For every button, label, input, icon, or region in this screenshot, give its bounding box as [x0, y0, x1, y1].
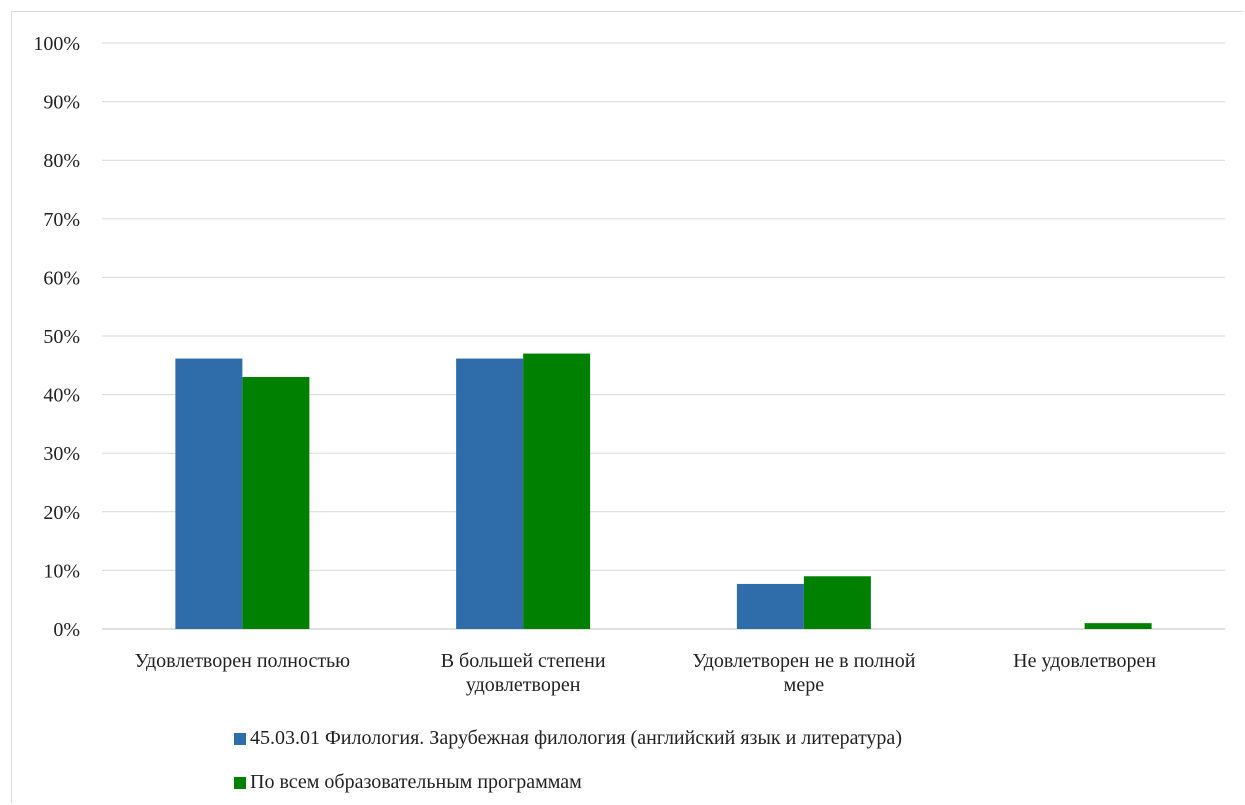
legend-label-series-2: По всем образовательным программам — [250, 771, 582, 793]
y-axis: 0% 10% 20% 30% 40% 50% 60% 70% 80% 90% 100% — [33, 33, 80, 641]
x-axis: Удовлетворен полностью В большей степениу… — [135, 650, 1157, 696]
y-tick-label: 90% — [43, 92, 80, 114]
y-tick-label: 80% — [43, 150, 80, 172]
y-tick-label: 50% — [43, 326, 80, 348]
legend-swatch-series-2 — [234, 776, 246, 789]
x-category-label: удовлетворен — [466, 674, 581, 696]
bar-series-2 — [242, 377, 310, 629]
y-tick-label: 10% — [43, 560, 80, 582]
legend-swatch-series-1 — [234, 732, 246, 745]
x-category-label: Не удовлетворен — [1013, 650, 1156, 672]
y-tick-label: 20% — [43, 502, 80, 524]
bars — [175, 353, 1152, 629]
bar-series-1 — [175, 358, 243, 629]
y-tick-label: 30% — [43, 443, 80, 465]
bar-series-1 — [736, 583, 804, 629]
y-tick-label: 40% — [43, 385, 80, 407]
bar-series-2 — [803, 576, 871, 629]
bar-series-1 — [456, 358, 524, 629]
bar-series-2 — [1084, 623, 1152, 629]
x-category-label: Удовлетворен полностью — [135, 650, 351, 672]
legend-item-series-2: По всем образовательным программам — [234, 771, 582, 794]
legend-item-series-1: 45.03.01 Филология. Зарубежная филология… — [234, 727, 902, 750]
y-tick-label: 60% — [43, 267, 80, 289]
x-category-label: мере — [784, 674, 825, 696]
y-tick-label: 100% — [33, 33, 80, 55]
bar-series-2 — [523, 353, 591, 629]
chart-frame — [11, 11, 1243, 803]
gridlines — [102, 42, 1225, 630]
y-tick-label: 70% — [43, 209, 80, 231]
x-category-label: В большей степени — [441, 650, 606, 672]
x-category-label: Удовлетворен не в полной — [692, 650, 915, 672]
y-tick-label: 0% — [53, 619, 80, 641]
legend-label-series-1: 45.03.01 Филология. Зарубежная филология… — [250, 727, 902, 749]
